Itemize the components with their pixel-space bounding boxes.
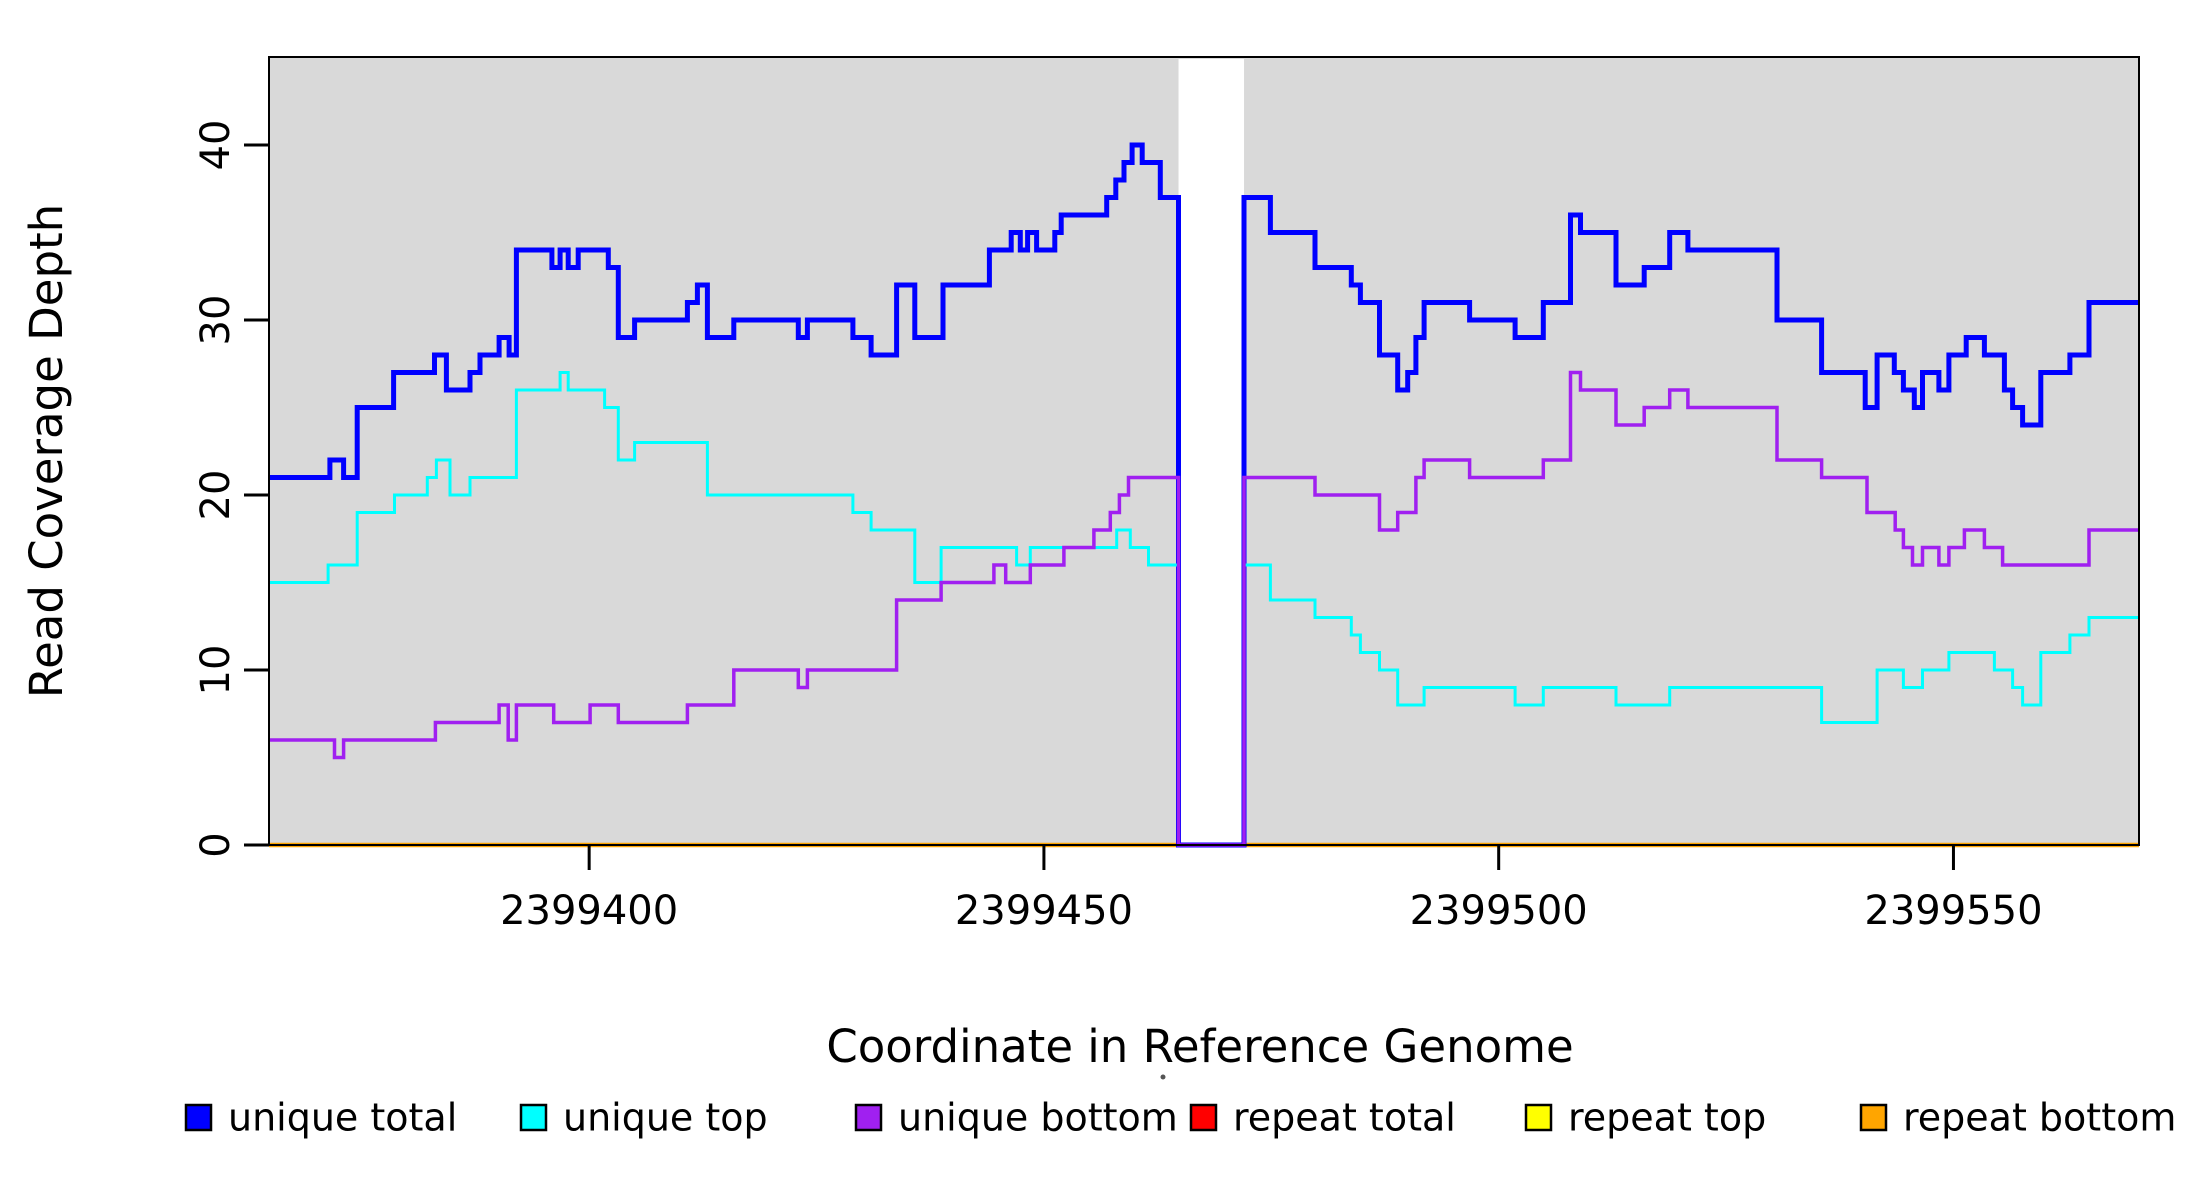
legend-item-unique-bottom: unique bottom xyxy=(854,1096,1178,1140)
x-tick-label: 2399450 xyxy=(955,888,1133,934)
legend-swatch-unique-top xyxy=(519,1103,548,1132)
plot-panel xyxy=(269,57,2139,845)
legend-label: repeat bottom xyxy=(1903,1096,2176,1140)
legend-label: repeat total xyxy=(1233,1096,1456,1140)
legend-item-unique-total: unique total xyxy=(184,1096,457,1140)
axes: 0 10 20 30 40 2399400 2399450 2399500 2399550 xyxy=(193,120,2043,934)
legend-label: repeat top xyxy=(1568,1096,1766,1140)
y-tick-label: 40 xyxy=(193,120,239,171)
coverage-gap-band xyxy=(1178,59,1245,845)
legend-swatch-repeat-top xyxy=(1524,1103,1553,1132)
stray-dot xyxy=(1160,1074,1166,1080)
artifacts xyxy=(1160,1074,1166,1080)
panel-border xyxy=(268,56,2140,846)
x-tick-label: 2399550 xyxy=(1864,888,2042,934)
y-tick-label: 20 xyxy=(193,470,239,521)
plot-frame xyxy=(268,56,2140,846)
y-axis-title: Read Coverage Depth xyxy=(20,204,73,698)
legend-label: unique total xyxy=(228,1096,457,1140)
legend-swatch-unique-bottom xyxy=(854,1103,883,1132)
y-tick-label: 0 xyxy=(193,832,239,857)
x-tick-label: 2399400 xyxy=(500,888,678,934)
legend: unique total unique top unique bottom repea… xyxy=(184,1096,2176,1140)
legend-swatch-repeat-bottom xyxy=(1859,1103,1888,1132)
legend-swatch-unique-total xyxy=(184,1103,213,1132)
legend-item-repeat-bottom: repeat bottom xyxy=(1859,1096,2176,1140)
legend-item-repeat-total: repeat total xyxy=(1189,1096,1456,1140)
y-tick-label: 10 xyxy=(193,645,239,696)
legend-item-unique-top: unique top xyxy=(519,1096,768,1140)
series-unique-bottom-line xyxy=(269,370,2139,847)
series-unique-total-line xyxy=(269,142,2139,848)
legend-label: unique top xyxy=(563,1096,768,1140)
x-axis-title: Coordinate in Reference Genome xyxy=(826,1020,1573,1073)
y-tick-label: 30 xyxy=(193,295,239,346)
legend-item-repeat-top: repeat top xyxy=(1524,1096,1766,1140)
legend-label: unique bottom xyxy=(898,1096,1178,1140)
legend-swatch-repeat-total xyxy=(1189,1103,1218,1132)
x-tick-label: 2399500 xyxy=(1410,888,1588,934)
